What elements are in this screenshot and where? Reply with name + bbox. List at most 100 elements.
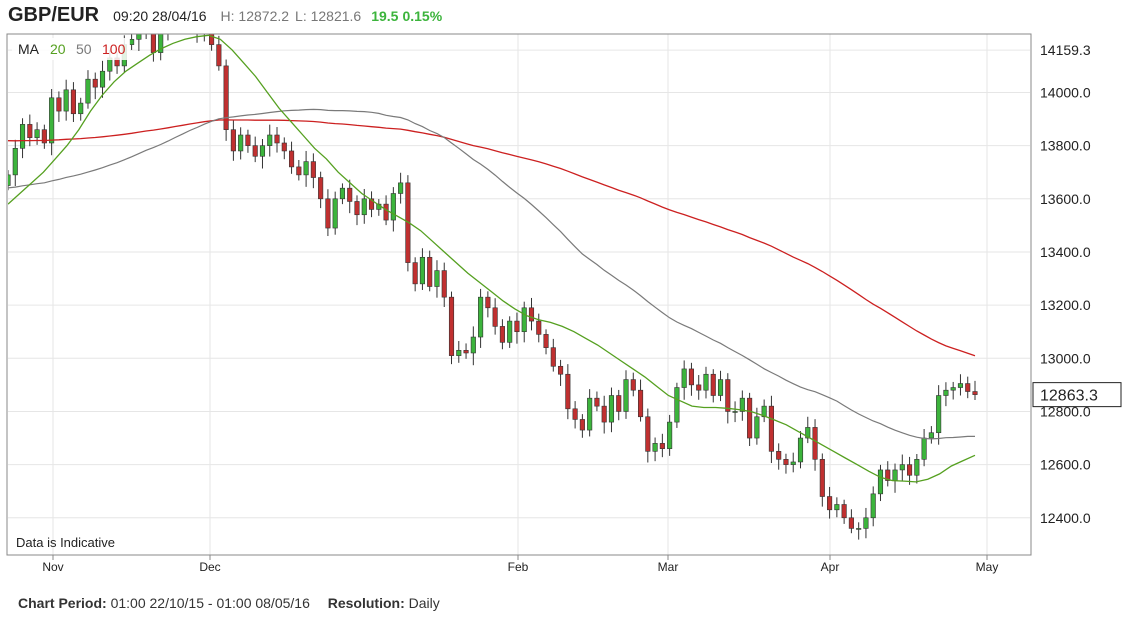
candle — [85, 70, 91, 109]
candle — [289, 141, 295, 174]
candle — [485, 291, 491, 318]
candle — [194, 34, 200, 43]
candle — [863, 507, 869, 539]
candle — [623, 370, 629, 419]
resolution-label: Resolution: — [327, 595, 405, 611]
candle — [259, 138, 266, 169]
candle — [907, 456, 913, 485]
candle — [688, 362, 694, 396]
y-tick-label: 13400.0 — [1040, 244, 1091, 260]
chart-footer: Chart Period: 01:00 22/10/15 - 01:00 08/… — [18, 595, 454, 611]
candle — [303, 150, 309, 187]
candle — [99, 60, 106, 98]
ma50-legend: 50 — [76, 41, 92, 57]
candle — [63, 79, 69, 121]
candle — [928, 426, 934, 444]
candle — [470, 326, 476, 366]
candle — [848, 509, 854, 534]
candle — [877, 464, 884, 502]
ma50-line — [8, 108, 975, 440]
x-tick-label: Nov — [42, 560, 63, 574]
candle — [318, 171, 324, 209]
candle — [972, 380, 978, 400]
candle — [594, 391, 600, 412]
candle — [499, 319, 505, 350]
candle — [957, 374, 964, 396]
candle — [188, 4, 193, 28]
candle — [19, 118, 26, 159]
candle — [427, 250, 433, 292]
candle — [827, 486, 833, 519]
candle — [56, 91, 62, 122]
x-tick-label: Feb — [508, 560, 529, 574]
candle — [667, 414, 673, 456]
candle — [783, 453, 789, 474]
candle — [732, 401, 738, 423]
candle — [92, 72, 98, 100]
candle — [768, 395, 774, 464]
x-axis: Nov Dec Feb Mar Apr May — [42, 555, 998, 574]
high-value: H: 12872.2 — [220, 8, 290, 24]
candle — [339, 183, 346, 205]
candle — [310, 153, 316, 189]
candle — [150, 34, 156, 62]
candle — [834, 497, 840, 518]
candle — [27, 114, 33, 147]
candle — [412, 257, 418, 292]
candle — [281, 137, 287, 160]
quote-timestamp: 09:20 28/04/16 — [113, 8, 207, 24]
candle — [674, 382, 680, 428]
candle — [812, 419, 818, 471]
ma-legend: MA 20 50 100 — [12, 38, 130, 60]
candle — [354, 195, 360, 226]
candle — [252, 136, 258, 163]
y-tick-label: 12800.0 — [1040, 403, 1091, 419]
change-value: 19.5 — [371, 8, 399, 24]
candle — [572, 401, 578, 429]
candle — [325, 189, 331, 237]
candle — [921, 429, 927, 467]
candle — [158, 34, 164, 61]
candle — [681, 360, 687, 400]
candle — [645, 408, 651, 463]
candle — [180, 0, 185, 29]
candle — [216, 35, 222, 71]
candle — [478, 288, 484, 348]
candle — [637, 379, 644, 422]
candle — [165, 34, 171, 41]
candle — [347, 179, 353, 214]
candle — [145, 34, 147, 40]
candle — [136, 34, 142, 52]
candle — [368, 191, 375, 218]
candle — [965, 376, 971, 399]
chart-period-value: 01:00 22/10/15 - 01:00 08/05/16 — [110, 595, 310, 611]
ma20-line — [8, 34, 976, 483]
candle — [630, 372, 636, 397]
candle — [456, 341, 462, 363]
candle — [528, 297, 535, 331]
candle — [173, 3, 178, 23]
low-value: L: 12821.6 — [295, 8, 362, 24]
candle — [747, 392, 753, 447]
candle — [376, 199, 382, 216]
candle — [419, 248, 425, 290]
candle — [797, 431, 804, 469]
candle — [441, 262, 447, 307]
candle — [790, 452, 796, 473]
candle — [434, 260, 440, 298]
candle — [463, 343, 469, 359]
candle — [819, 453, 825, 507]
y-tick-label: 14159.3 — [1040, 42, 1091, 58]
resolution-value: Daily — [408, 595, 440, 611]
candle — [725, 373, 731, 424]
candle — [776, 443, 782, 470]
candle — [129, 34, 135, 50]
candle — [565, 364, 571, 420]
candle — [332, 191, 338, 235]
candle — [507, 316, 513, 348]
ma-legend-label: MA — [18, 41, 40, 57]
candle — [41, 124, 47, 149]
y-tick-label: 13800.0 — [1040, 138, 1091, 154]
y-tick-label: 12600.0 — [1040, 457, 1091, 473]
